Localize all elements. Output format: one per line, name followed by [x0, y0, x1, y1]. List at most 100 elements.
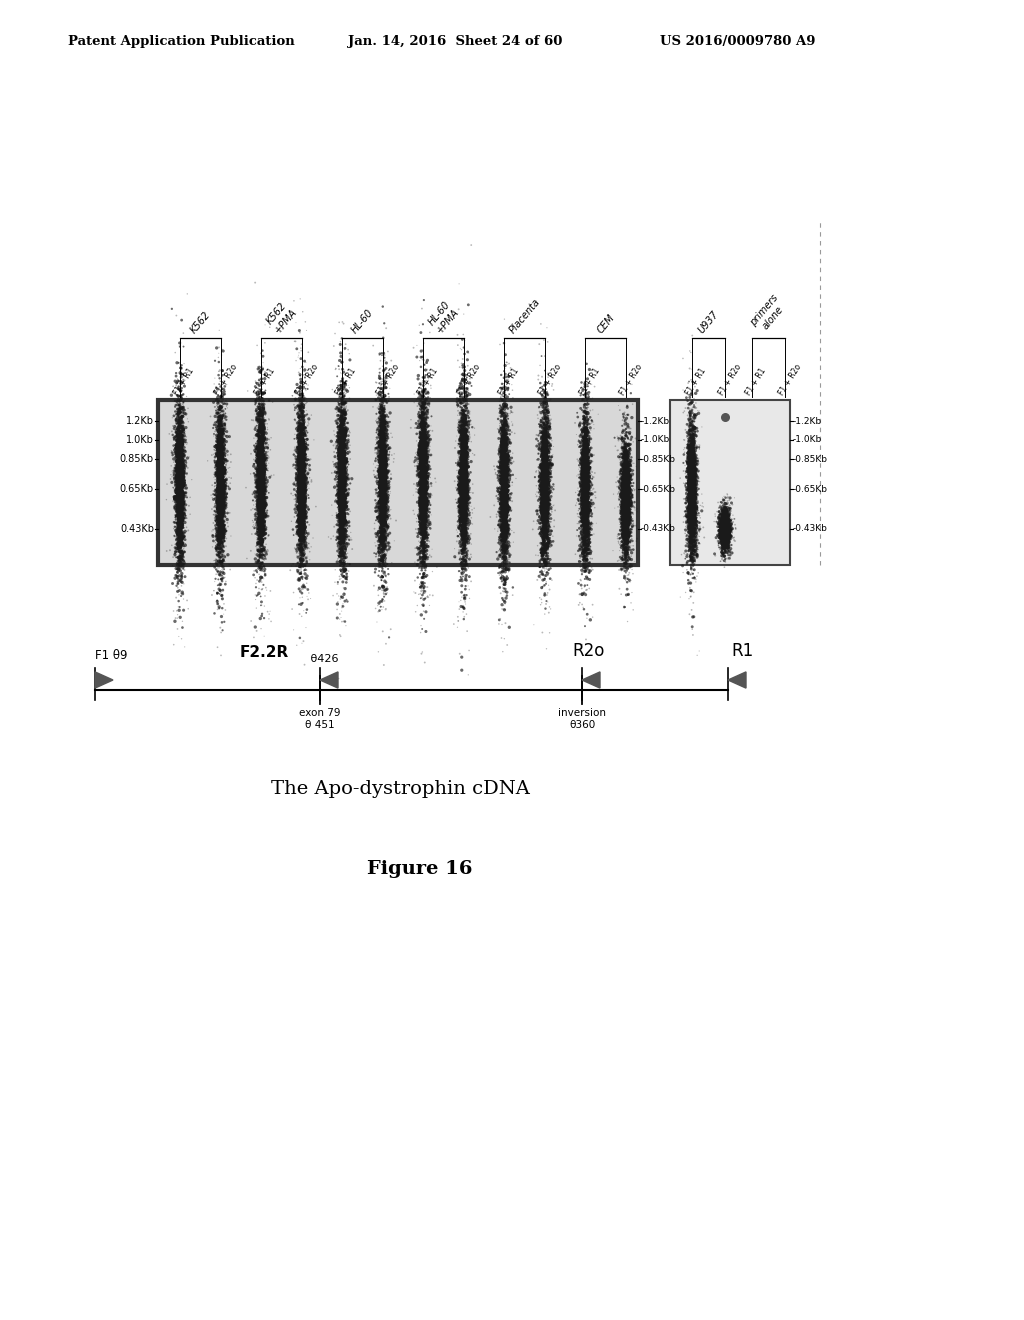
Point: [174, 490, 190, 511]
Point: [457, 519, 473, 540]
Point: [413, 533, 429, 554]
Point: [213, 495, 229, 516]
Point: [539, 437, 555, 458]
Point: [174, 471, 190, 492]
Point: [170, 454, 186, 475]
Point: [577, 507, 593, 528]
Point: [257, 333, 273, 354]
Point: [412, 549, 428, 570]
Point: [579, 473, 595, 494]
Point: [538, 449, 554, 470]
Point: [685, 465, 701, 486]
Point: [291, 477, 307, 498]
Point: [496, 513, 512, 535]
Point: [570, 490, 587, 511]
Point: [456, 465, 472, 486]
Point: [254, 491, 270, 512]
Point: [456, 418, 472, 440]
Point: [290, 437, 306, 458]
Point: [690, 498, 707, 519]
Point: [577, 506, 593, 527]
Point: [499, 480, 515, 502]
Point: [718, 515, 734, 536]
Point: [538, 521, 554, 543]
Point: [212, 477, 228, 498]
Point: [494, 405, 510, 426]
Point: [254, 441, 270, 462]
Point: [173, 492, 189, 513]
Point: [214, 445, 230, 466]
Point: [538, 438, 554, 459]
Point: [577, 490, 593, 511]
Point: [497, 474, 513, 495]
Point: [372, 436, 388, 457]
Point: [454, 586, 470, 607]
Point: [574, 537, 591, 558]
Point: [682, 487, 698, 508]
Point: [372, 471, 388, 492]
Point: [454, 480, 470, 502]
Point: [172, 436, 188, 457]
Point: [453, 455, 469, 477]
Point: [336, 376, 352, 397]
Point: [497, 424, 513, 445]
Point: [459, 495, 475, 516]
Point: [253, 487, 269, 508]
Point: [172, 519, 188, 540]
Point: [685, 477, 701, 498]
Point: [618, 454, 635, 475]
Point: [538, 467, 554, 488]
Point: [333, 540, 349, 561]
Point: [252, 515, 268, 536]
Point: [295, 513, 311, 535]
Point: [289, 438, 305, 459]
Point: [292, 525, 308, 546]
Point: [376, 429, 392, 450]
Point: [535, 455, 551, 477]
Point: [578, 484, 594, 506]
Point: [299, 512, 315, 533]
Point: [454, 494, 470, 515]
Point: [455, 503, 471, 524]
Point: [455, 478, 471, 499]
Point: [296, 535, 312, 556]
Point: [416, 434, 432, 455]
Point: [498, 470, 514, 491]
Point: [417, 449, 433, 470]
Point: [685, 446, 701, 467]
Point: [370, 458, 386, 479]
Point: [716, 516, 732, 537]
Point: [537, 515, 553, 536]
Point: [295, 459, 311, 480]
Point: [501, 490, 517, 511]
Point: [452, 477, 468, 498]
Point: [536, 488, 552, 510]
Point: [717, 521, 733, 543]
Point: [174, 471, 190, 492]
Point: [292, 457, 308, 478]
Point: [250, 520, 266, 541]
Point: [456, 478, 472, 499]
Point: [454, 445, 470, 466]
Point: [620, 519, 636, 540]
Point: [373, 484, 389, 506]
Point: [683, 484, 699, 506]
Point: [334, 496, 350, 517]
Point: [252, 478, 268, 499]
Point: [452, 453, 468, 474]
Point: [338, 523, 354, 544]
Point: [718, 511, 734, 532]
Point: [173, 465, 189, 486]
Point: [255, 523, 271, 544]
Point: [209, 506, 225, 527]
Point: [415, 482, 431, 503]
Point: [245, 490, 261, 511]
Point: [456, 482, 472, 503]
Point: [174, 533, 190, 554]
Point: [494, 543, 510, 564]
Point: [412, 490, 428, 511]
Point: [301, 408, 317, 429]
Point: [577, 477, 593, 498]
Point: [455, 479, 471, 500]
Point: [214, 401, 230, 422]
